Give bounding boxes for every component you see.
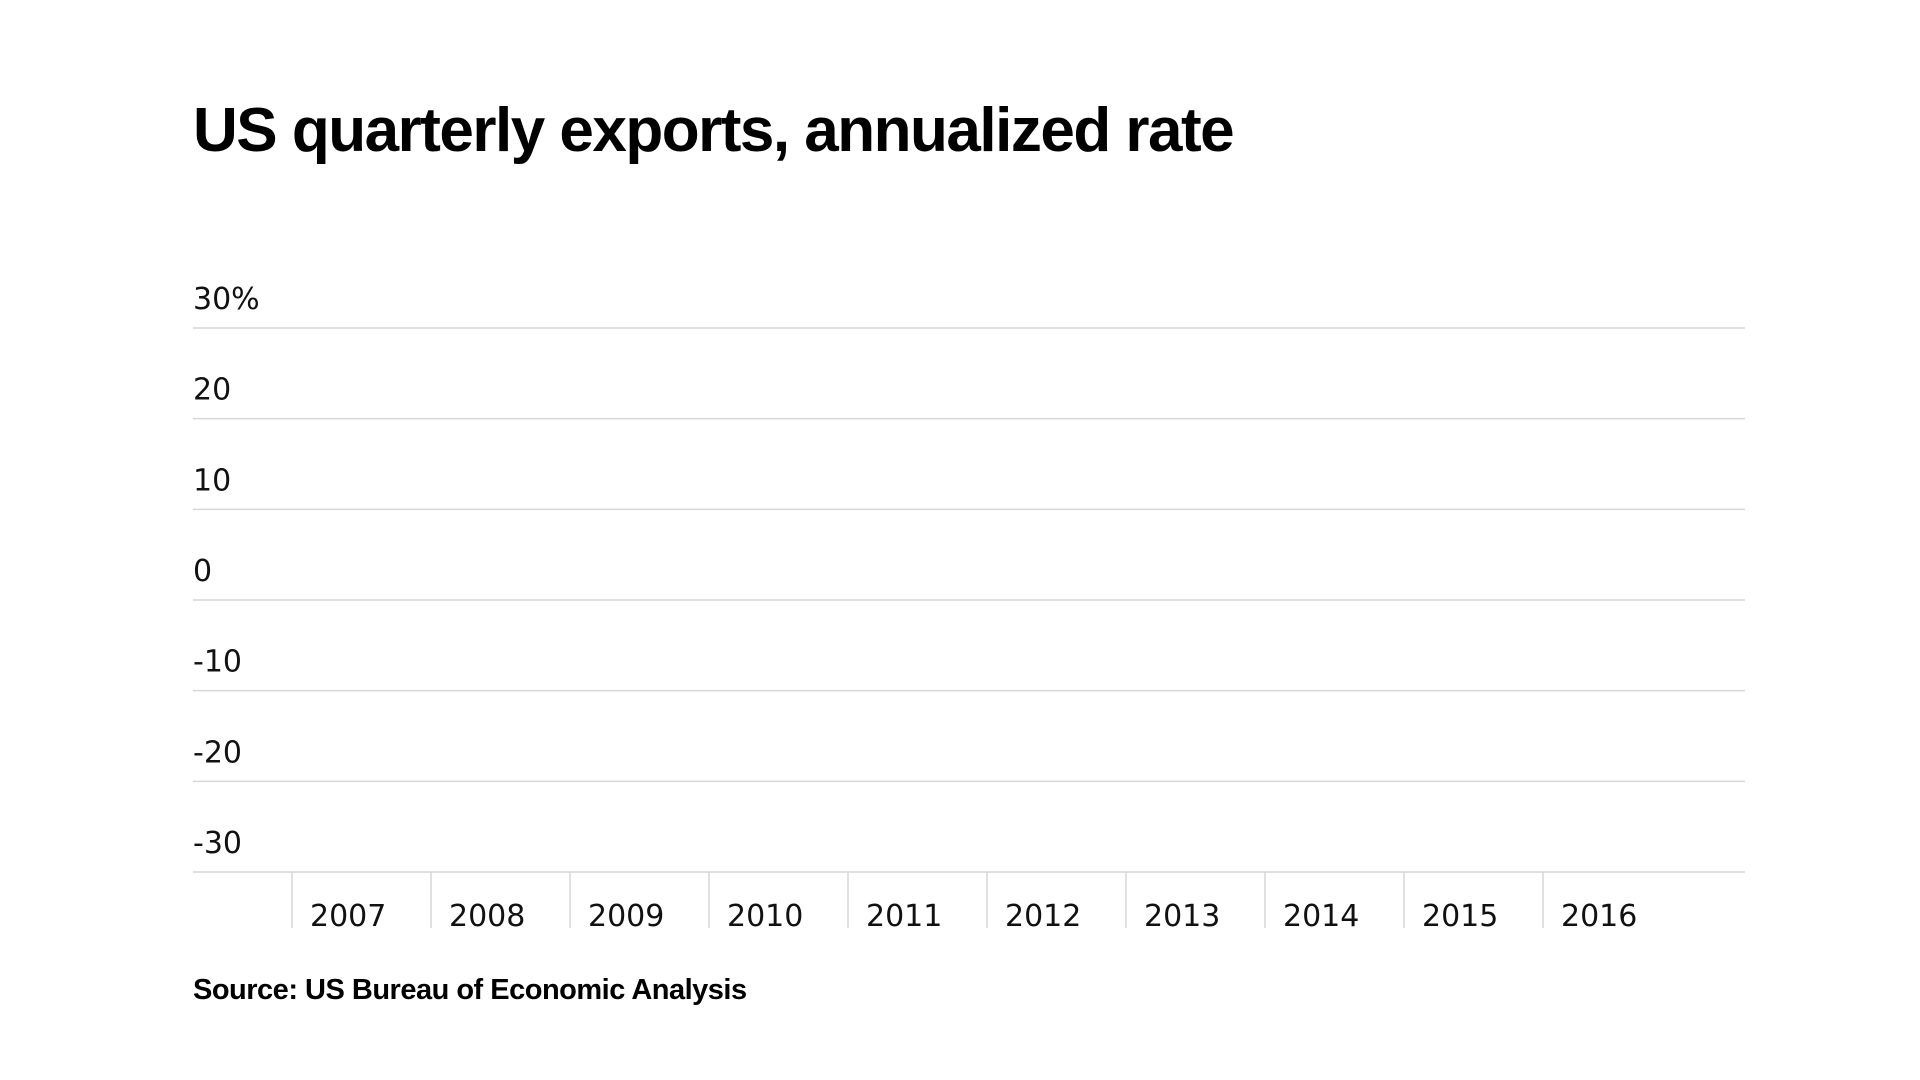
x-tick-label: 2010 (727, 899, 803, 934)
x-axis-tick-labels: 2007 2008 2009 2010 2011 2012 2013 2014 2015 2016 (310, 899, 1637, 934)
x-tick-label: 2007 (310, 899, 386, 934)
y-axis-tick-labels: 30% 20 10 0 -10 -20 -30 (193, 282, 260, 861)
chart-title: US quarterly exports, annualized rate (193, 96, 1235, 165)
x-tick-label: 2008 (449, 899, 525, 934)
y-tick-label: 0 (193, 554, 212, 589)
x-tick-label: 2012 (1005, 899, 1081, 934)
x-tick-label: 2011 (866, 899, 942, 934)
x-tick-label: 2014 (1283, 899, 1359, 934)
x-tick-label: 2016 (1561, 899, 1637, 934)
x-tick-label: 2009 (588, 899, 664, 934)
y-tick-label: -10 (193, 645, 242, 680)
x-tick-label: 2013 (1144, 899, 1220, 934)
y-tick-label: -30 (193, 826, 242, 861)
x-axis-separators (291, 872, 1544, 928)
x-tick-label: 2015 (1422, 899, 1498, 934)
source-note: Source: US Bureau of Economic Analysis (193, 974, 747, 1006)
y-tick-label: -20 (193, 735, 242, 770)
y-tick-label: 30% (193, 282, 260, 317)
y-tick-label: 10 (193, 463, 231, 498)
y-tick-label: 20 (193, 373, 231, 408)
gridlines (193, 327, 1745, 873)
